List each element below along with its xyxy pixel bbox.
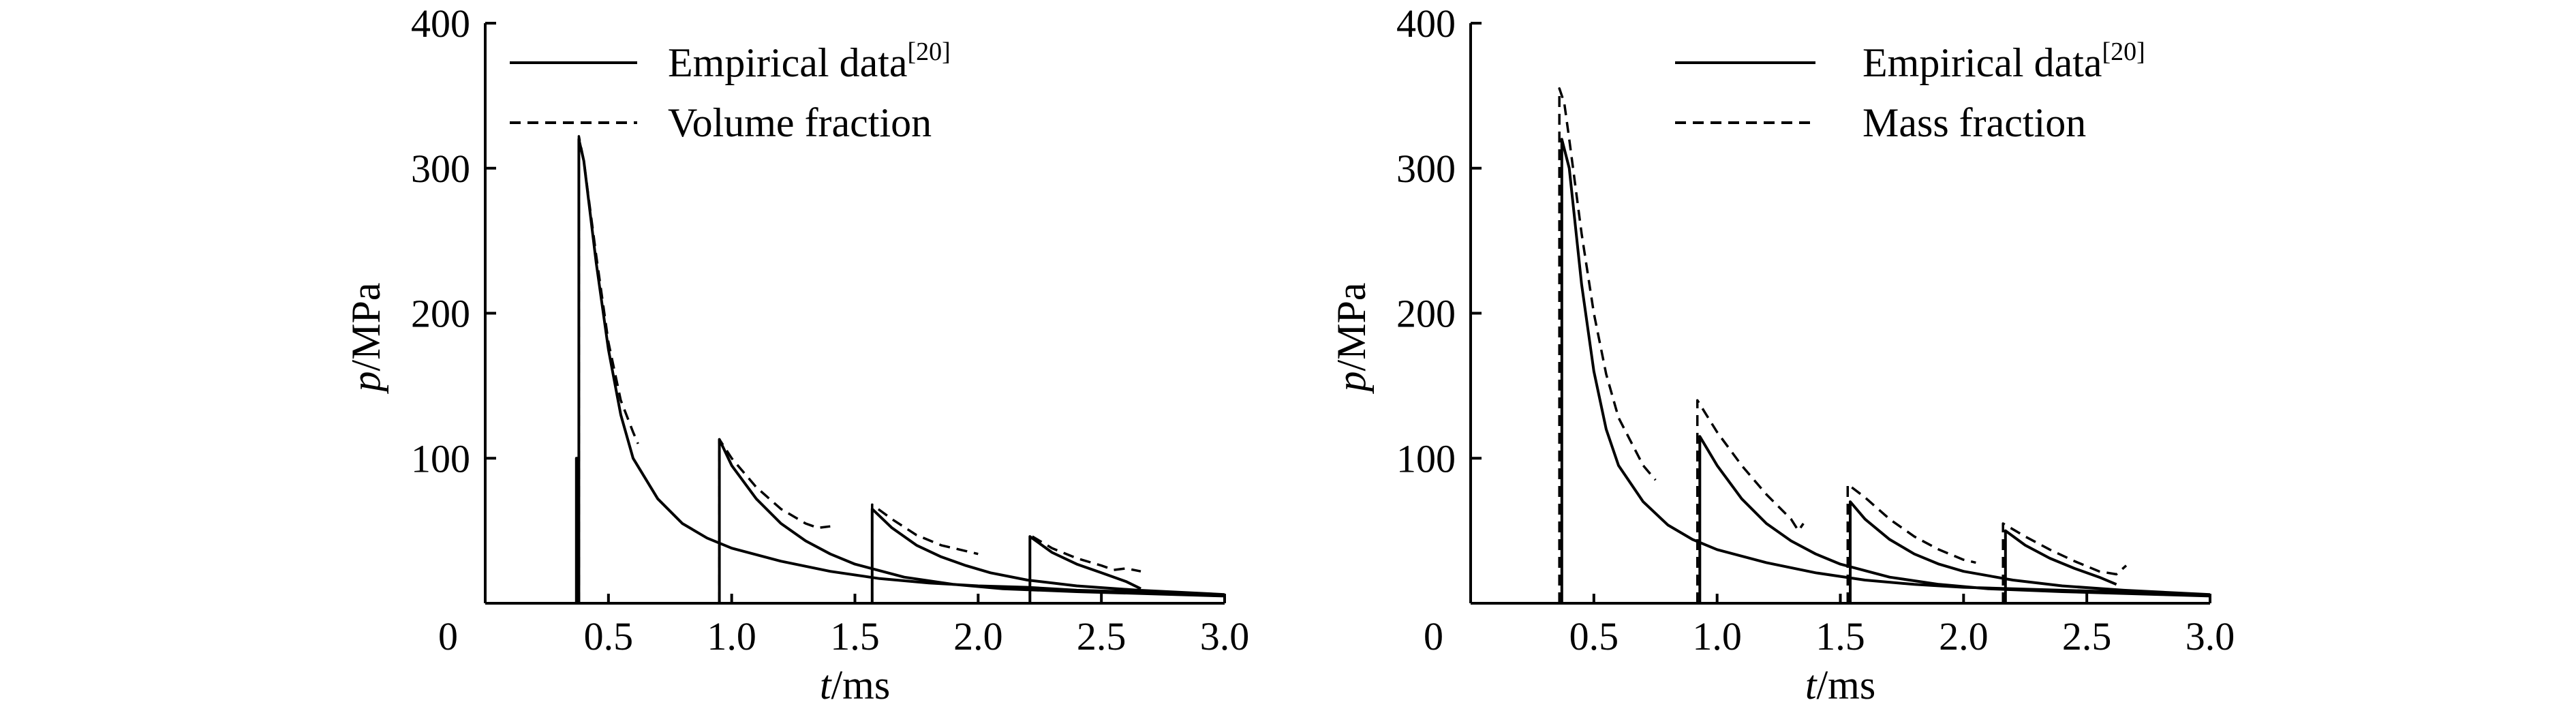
y-tick-label: 400: [1396, 1, 1456, 46]
x-axis-label: t/ms: [1805, 663, 1875, 708]
y-tick-label: 300: [411, 147, 470, 191]
y-tick-label: 100: [1396, 436, 1456, 481]
legend-label: Empirical data[20]: [1862, 37, 2145, 85]
x-tick-label: 2.5: [1077, 614, 1126, 658]
series-line-solid: [485, 138, 1225, 605]
y-axis-label: p/MPa: [343, 282, 388, 394]
y-tick-label: 400: [411, 1, 470, 46]
x-tick-label: 1.5: [1815, 614, 1865, 658]
y-axis-label: p/MPa: [1329, 282, 1374, 394]
x-tick-label: 1.0: [707, 614, 756, 658]
x-tick-label: 2.0: [953, 614, 1003, 658]
series-line-dashed: [577, 135, 1141, 603]
y-tick-label: 200: [1396, 292, 1456, 336]
origin-label: 0: [438, 614, 458, 658]
origin-label: 0: [1424, 614, 1443, 658]
right-chart: 100 200 300 400 0.5 1.0 1.5 2.0 2.5 3.0 0 t/ms p/MPa…: [1329, 1, 2235, 708]
x-axis-label: t/ms: [820, 663, 890, 708]
legend-label: Volume fraction: [668, 100, 932, 145]
x-tick-label: 3.0: [2186, 614, 2235, 658]
x-tick-label: 1.0: [1692, 614, 1742, 658]
y-tick-label: 200: [411, 292, 470, 336]
legend-label: Mass fraction: [1862, 100, 2086, 145]
left-chart: 100 200 300 400 0.5 1.0 1.5 2.0 2.5 3.0 0 t/ms p/MPa…: [343, 1, 1249, 708]
y-tick-label: 300: [1396, 147, 1456, 191]
x-tick-label: 3.0: [1200, 614, 1250, 658]
x-tick-label: 2.5: [2062, 614, 2112, 658]
y-tick-label: 100: [411, 436, 470, 481]
x-tick-label: 0.5: [1569, 614, 1619, 658]
x-tick-label: 0.5: [584, 614, 634, 658]
legend-label: Empirical data[20]: [668, 37, 951, 85]
series-line-dashed: [1558, 87, 2128, 603]
x-tick-label: 2.0: [1939, 614, 1989, 658]
series-line-solid: [1471, 138, 2211, 605]
x-tick-label: 1.5: [830, 614, 880, 658]
